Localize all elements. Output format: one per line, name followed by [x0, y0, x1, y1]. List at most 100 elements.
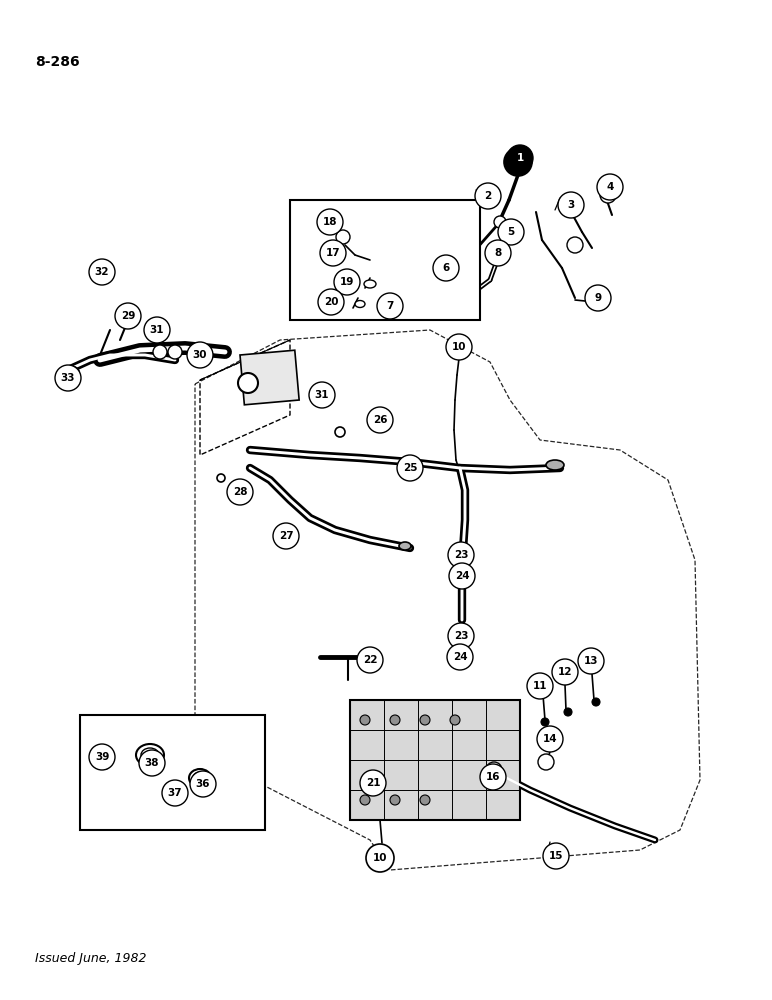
Circle shape: [89, 259, 115, 285]
Text: 1: 1: [516, 153, 523, 163]
Ellipse shape: [559, 674, 569, 682]
Circle shape: [318, 289, 344, 315]
Ellipse shape: [136, 744, 164, 766]
Text: 39: 39: [95, 752, 109, 762]
Ellipse shape: [238, 373, 258, 393]
Text: 9: 9: [594, 293, 601, 303]
Circle shape: [390, 795, 400, 805]
Text: 13: 13: [584, 656, 598, 666]
Circle shape: [144, 317, 170, 343]
Text: 14: 14: [543, 734, 557, 744]
Circle shape: [537, 726, 563, 752]
Ellipse shape: [537, 684, 547, 692]
Ellipse shape: [335, 427, 345, 437]
Circle shape: [390, 715, 400, 725]
Text: 10: 10: [373, 853, 388, 863]
Circle shape: [504, 228, 518, 242]
Text: 6: 6: [442, 263, 449, 273]
Text: 24: 24: [455, 571, 469, 581]
Bar: [350, 700, 520, 820]
Circle shape: [153, 345, 167, 359]
Circle shape: [480, 764, 506, 790]
Text: 18: 18: [323, 217, 337, 227]
Ellipse shape: [399, 542, 411, 550]
Text: 27: 27: [279, 531, 293, 541]
Circle shape: [115, 303, 141, 329]
Ellipse shape: [355, 300, 365, 308]
Circle shape: [309, 382, 335, 408]
Circle shape: [360, 795, 370, 805]
Ellipse shape: [455, 548, 469, 558]
Circle shape: [89, 744, 115, 770]
Text: 8: 8: [494, 248, 502, 258]
Ellipse shape: [586, 664, 596, 670]
Text: 31: 31: [315, 390, 329, 400]
Text: 28: 28: [232, 487, 247, 497]
Circle shape: [564, 708, 572, 716]
Circle shape: [360, 715, 370, 725]
Circle shape: [420, 795, 430, 805]
Text: 8-286: 8-286: [35, 55, 80, 69]
Circle shape: [317, 209, 343, 235]
Ellipse shape: [455, 568, 469, 578]
Text: 16: 16: [486, 772, 500, 782]
Circle shape: [446, 334, 472, 360]
Ellipse shape: [61, 366, 79, 378]
Circle shape: [320, 240, 346, 266]
Text: 3: 3: [567, 200, 574, 210]
Bar: [240, 350, 299, 405]
Text: 15: 15: [549, 851, 564, 861]
Circle shape: [377, 293, 403, 319]
Circle shape: [449, 563, 475, 589]
Text: 5: 5: [507, 227, 515, 237]
Text: 24: 24: [452, 652, 467, 662]
Text: 33: 33: [61, 373, 75, 383]
Circle shape: [367, 407, 393, 433]
Circle shape: [420, 715, 430, 725]
Circle shape: [187, 342, 213, 368]
Text: 4: 4: [606, 182, 614, 192]
Circle shape: [334, 269, 360, 295]
Circle shape: [567, 237, 583, 253]
Circle shape: [448, 542, 474, 568]
Text: 26: 26: [373, 415, 388, 425]
Bar: [80, 715, 265, 830]
Text: 23: 23: [454, 550, 469, 560]
Circle shape: [552, 659, 578, 685]
Circle shape: [543, 843, 569, 869]
Text: 25: 25: [403, 463, 417, 473]
Circle shape: [360, 770, 386, 796]
Circle shape: [139, 750, 165, 776]
Circle shape: [162, 780, 188, 806]
Circle shape: [485, 240, 511, 266]
Ellipse shape: [455, 632, 469, 641]
Text: 7: 7: [386, 301, 394, 311]
Circle shape: [448, 623, 474, 649]
Circle shape: [541, 718, 549, 726]
Text: 31: 31: [150, 325, 164, 335]
Text: 21: 21: [366, 778, 381, 788]
Text: 37: 37: [168, 788, 182, 798]
Ellipse shape: [189, 769, 211, 787]
Circle shape: [366, 844, 394, 872]
Text: 30: 30: [193, 350, 207, 360]
Text: 32: 32: [95, 267, 110, 277]
Text: 20: 20: [323, 297, 338, 307]
Circle shape: [336, 230, 350, 244]
Text: Issued June, 1982: Issued June, 1982: [35, 952, 147, 965]
Ellipse shape: [546, 460, 564, 470]
Text: 2: 2: [484, 191, 492, 201]
Ellipse shape: [193, 772, 207, 784]
Circle shape: [504, 148, 532, 176]
Circle shape: [397, 455, 423, 481]
Circle shape: [592, 698, 600, 706]
Circle shape: [273, 523, 299, 549]
Circle shape: [527, 673, 553, 699]
Text: 23: 23: [454, 631, 469, 641]
Circle shape: [498, 219, 524, 245]
Text: 12: 12: [557, 667, 572, 677]
Ellipse shape: [164, 787, 180, 799]
Circle shape: [494, 216, 506, 228]
Text: 22: 22: [363, 655, 378, 665]
Circle shape: [597, 174, 623, 200]
